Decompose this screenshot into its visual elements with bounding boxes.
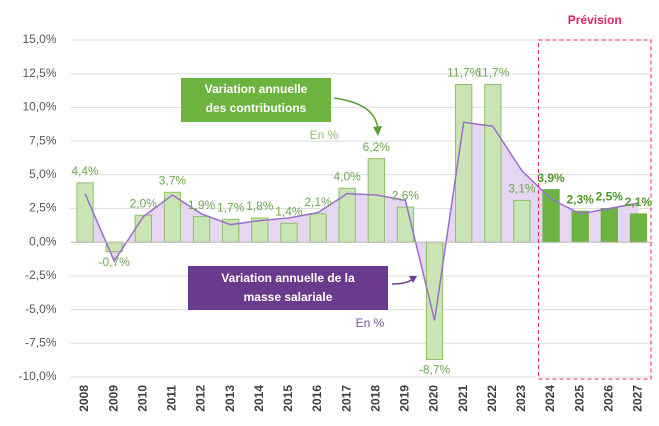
bar: [571, 210, 589, 243]
data-label: 4,4%: [71, 164, 99, 178]
forecast-label: Prévision: [568, 13, 622, 27]
y-tick-label: -2,5%: [25, 268, 57, 282]
bar: [513, 199, 531, 243]
bar: [542, 189, 560, 243]
data-label: 2,6%: [392, 188, 420, 202]
bar: [280, 222, 298, 243]
y-tick-label: 5,0%: [29, 167, 57, 181]
bar: [600, 208, 618, 243]
data-label: 4,0%: [334, 169, 362, 183]
bar: [338, 187, 356, 243]
x-tick-label: 2013: [223, 385, 237, 412]
x-tick-label: 2011: [165, 385, 179, 411]
y-tick-label: 15,0%: [22, 32, 56, 46]
annotation-box: [181, 78, 331, 122]
arrow: [333, 97, 379, 133]
data-label: 6,2%: [363, 140, 391, 154]
y-tick-label: 12,5%: [22, 66, 56, 80]
x-tick-label: 2021: [456, 385, 470, 412]
x-tick-label: 2009: [106, 385, 120, 412]
x-tick-label: 2025: [572, 385, 586, 412]
forecast-box: [538, 39, 652, 380]
bar: [309, 213, 327, 243]
y-tick-label: 7,5%: [29, 133, 57, 147]
y-tick-label: 2,5%: [29, 201, 57, 215]
x-tick-label: 2015: [281, 385, 295, 412]
x-tick-label: 2022: [485, 385, 499, 412]
background-layer: -10,0% -7,5% -5,0% -2,5% 0,0% 2,5% 5,0% 7,5% 10,…: [18, 13, 653, 412]
y-tick-label: 10,0%: [22, 100, 56, 114]
data-label: 3,7%: [159, 173, 187, 187]
bar: [134, 214, 152, 243]
data-label: 1,4%: [275, 204, 303, 218]
line: [84, 121, 639, 321]
data-label: 2,0%: [130, 196, 158, 210]
annotation-text: des contributions: [206, 101, 307, 115]
data-label: -0,7%: [99, 255, 131, 269]
bar: [629, 213, 648, 243]
x-tick-label: 2016: [310, 385, 324, 412]
x-tick-label: 2008: [77, 385, 91, 412]
foreground-layer: Variation annuelle des contributions En …: [71, 66, 652, 377]
bar: [425, 241, 444, 360]
x-tick-label: 2027: [631, 385, 645, 412]
y-tick-label: 0,0%: [29, 234, 57, 248]
y-tick-label: -10,0%: [18, 369, 56, 383]
data-label: 2,5%: [596, 190, 624, 204]
data-label: 2,1%: [625, 195, 653, 209]
data-label: -8,7%: [419, 363, 451, 377]
annotation-box: [188, 266, 388, 310]
data-label: 2,1%: [304, 195, 332, 209]
bar: [192, 216, 211, 243]
arrow-head: [409, 276, 417, 283]
data-label: 1,7%: [217, 200, 245, 214]
data-label: 3,1%: [508, 182, 536, 196]
y-tick-label: -7,5%: [25, 335, 57, 349]
annotation-unit: En %: [356, 316, 385, 330]
data-label: 2,3%: [567, 192, 595, 206]
x-tick-label: 2010: [135, 385, 149, 412]
x-tick-label: 2026: [601, 385, 615, 412]
data-label: 1,8%: [246, 199, 274, 213]
bar: [76, 182, 94, 243]
annotation-text: Variation annuelle: [205, 82, 308, 96]
x-tick-label: 2023: [514, 385, 528, 412]
arrow-head: [373, 126, 382, 136]
x-tick-label: 2012: [194, 385, 208, 412]
annotation-text: Variation annuelle de la: [221, 271, 355, 285]
data-label: 11,7%: [476, 66, 509, 80]
annotation-text: masse salariale: [244, 290, 333, 304]
x-tick-label: 2019: [398, 385, 412, 412]
x-tick-label: 2017: [339, 385, 353, 412]
data-label: 3,9%: [537, 171, 565, 185]
x-tick-label: 2024: [543, 385, 557, 412]
x-tick-label: 2014: [252, 385, 266, 412]
x-tick-label: 2018: [368, 385, 382, 412]
x-tick-label: 2020: [427, 385, 441, 412]
data-label: 1,9%: [188, 198, 216, 212]
bar: [367, 158, 385, 243]
data-label: 11,7%: [447, 66, 480, 80]
y-tick-label: -5,0%: [25, 302, 57, 316]
annotation-unit: En %: [310, 128, 339, 142]
bar: [484, 83, 502, 243]
